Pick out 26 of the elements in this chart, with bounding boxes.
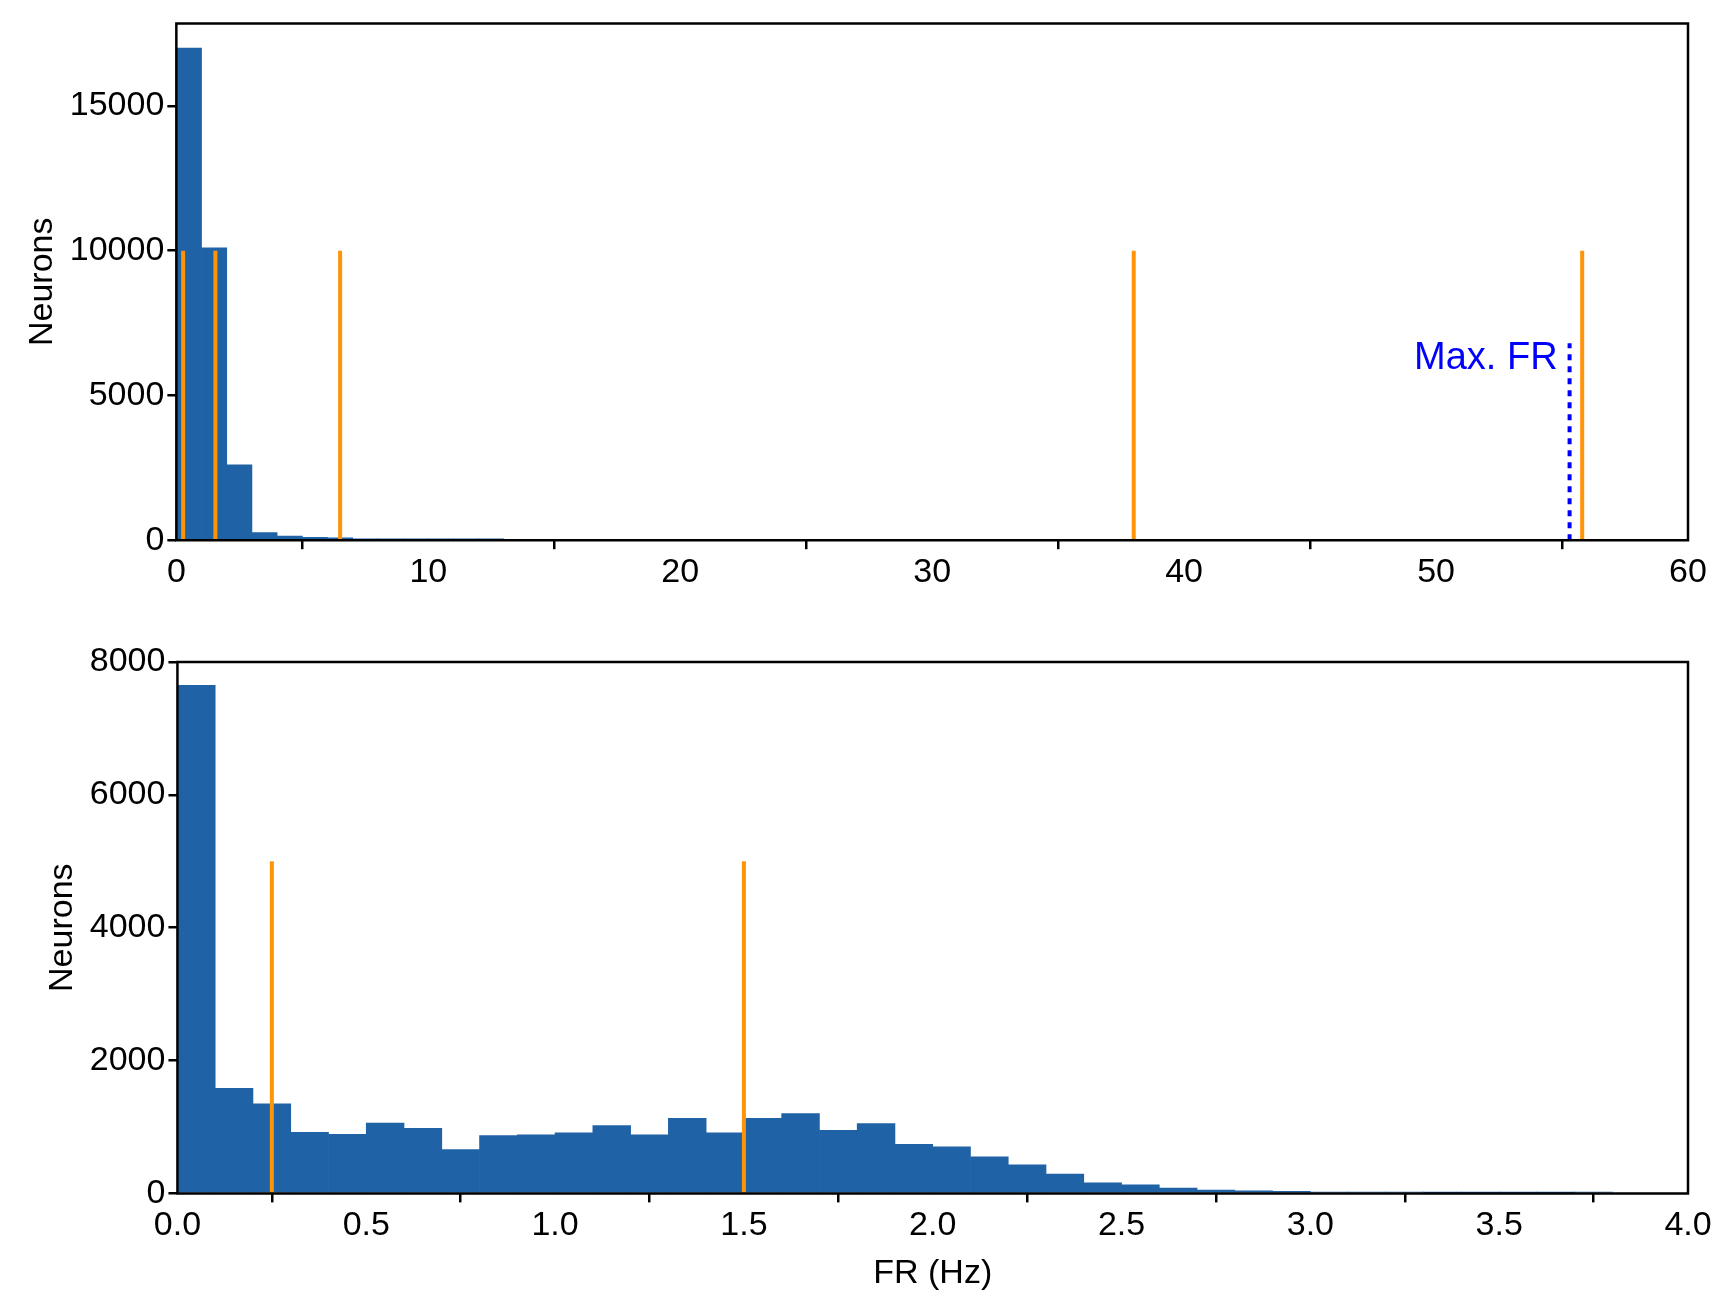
y-tick-label: 5000 <box>88 373 165 412</box>
y-tick-label: 15000 <box>69 84 165 123</box>
y-tick-label: 4000 <box>89 906 166 945</box>
y-tick-label: 0 <box>145 518 165 557</box>
y-tick-label: 10000 <box>69 229 165 268</box>
y-axis-title: Neurons <box>20 217 59 347</box>
x-tick-label: 2.0 <box>909 1204 957 1243</box>
x-tick-label: 1.5 <box>720 1204 768 1243</box>
y-axis-title: Neurons <box>40 863 79 992</box>
x-tick-label: 4.0 <box>1664 1204 1712 1243</box>
x-axis-title: FR (Hz) <box>873 1251 993 1290</box>
x-tick-label: 10 <box>409 550 448 589</box>
x-tick-label: 40 <box>1165 550 1204 589</box>
y-tick-label: 2000 <box>89 1038 166 1077</box>
y-tick-label: 6000 <box>89 773 166 812</box>
y-tick-label: 8000 <box>89 640 166 679</box>
x-tick-label: 20 <box>661 550 700 589</box>
x-tick-label: 1.0 <box>531 1204 579 1243</box>
x-tick-label: 0.5 <box>342 1204 390 1243</box>
x-tick-label: 3.5 <box>1475 1204 1523 1243</box>
series-label: Max. FR <box>1414 334 1558 377</box>
x-tick-label: 30 <box>913 550 952 589</box>
x-tick-label: 2.5 <box>1097 1204 1146 1243</box>
x-tick-label: 50 <box>1417 550 1455 589</box>
x-tick-label: 60 <box>1669 550 1707 589</box>
x-tick-label: 3.0 <box>1286 1204 1334 1243</box>
